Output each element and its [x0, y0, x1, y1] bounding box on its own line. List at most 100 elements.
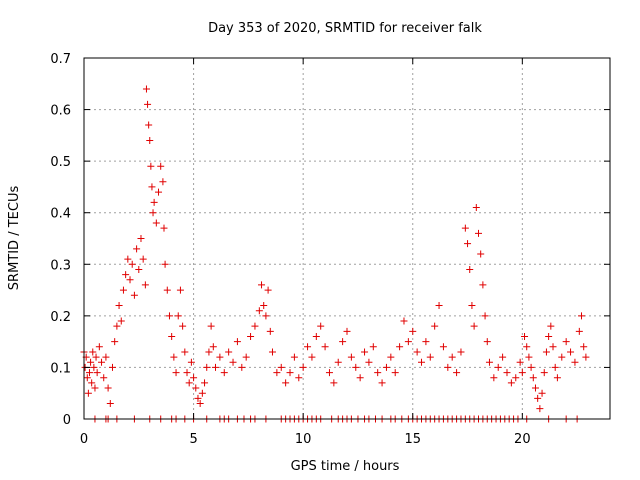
y-tick-label: 0.6: [50, 104, 71, 119]
data-point: [95, 343, 103, 351]
data-point: [400, 317, 408, 325]
data-point: [382, 363, 390, 371]
data-point: [308, 353, 316, 361]
data-point: [207, 322, 215, 330]
y-tick-label: 0.3: [50, 258, 71, 273]
data-point: [220, 369, 228, 377]
y-tick-label: 0.5: [50, 155, 71, 170]
data-point: [361, 348, 369, 356]
data-point: [404, 338, 412, 346]
data-point: [461, 224, 469, 232]
data-point: [130, 291, 138, 299]
data-point: [413, 348, 421, 356]
data-point: [242, 353, 250, 361]
data-point: [205, 348, 213, 356]
data-point: [102, 353, 110, 361]
data-point: [135, 265, 143, 273]
data-point: [196, 400, 204, 408]
data-point: [266, 327, 274, 335]
data-point: [347, 353, 355, 361]
data-point: [562, 338, 570, 346]
data-point: [551, 363, 559, 371]
data-point: [525, 353, 533, 361]
data-point: [339, 338, 347, 346]
data-point: [374, 369, 382, 377]
data-point: [192, 384, 200, 392]
data-point: [187, 358, 195, 366]
data-point: [98, 358, 106, 366]
data-point: [435, 302, 443, 310]
data-point: [553, 374, 561, 382]
data-point: [209, 343, 217, 351]
data-point: [126, 276, 134, 284]
data-point: [503, 369, 511, 377]
data-point: [567, 348, 575, 356]
plot-frame: [83, 57, 611, 420]
data-point: [277, 363, 285, 371]
data-point: [391, 369, 399, 377]
data-point: [139, 255, 147, 263]
data-point: [507, 379, 515, 387]
data-point: [531, 384, 539, 392]
data-point: [190, 374, 198, 382]
data-point: [472, 204, 480, 212]
data-point: [203, 363, 211, 371]
data-point: [147, 162, 155, 170]
data-point: [262, 312, 270, 320]
data-point: [317, 322, 325, 330]
data-point: [518, 369, 526, 377]
x-axis-ticks: 0 5 10 15 20: [80, 58, 531, 447]
data-point: [172, 369, 180, 377]
data-point: [545, 332, 553, 340]
data-point: [527, 363, 535, 371]
data-point: [512, 374, 520, 382]
data-point: [529, 374, 537, 382]
data-point: [378, 379, 386, 387]
data-point: [464, 240, 472, 248]
data-point: [233, 338, 241, 346]
data-point: [146, 137, 154, 145]
data-point: [330, 379, 338, 387]
data-point: [165, 312, 173, 320]
x-tick-label: 10: [295, 432, 312, 447]
x-tick-label: 15: [404, 432, 421, 447]
data-point: [444, 363, 452, 371]
data-point: [142, 85, 150, 93]
data-point: [448, 353, 456, 361]
data-point: [352, 363, 360, 371]
data-point: [152, 219, 160, 227]
data-point: [268, 348, 276, 356]
data-point: [128, 260, 136, 268]
data-point: [549, 343, 557, 351]
data-point: [457, 348, 465, 356]
data-point: [516, 358, 524, 366]
data-point: [481, 312, 489, 320]
data-point: [176, 286, 184, 294]
data-point: [290, 353, 298, 361]
data-point: [499, 353, 507, 361]
data-point: [194, 394, 202, 402]
data-points: [80, 85, 590, 423]
data-point: [542, 348, 550, 356]
data-point: [540, 369, 548, 377]
data-point: [104, 384, 112, 392]
data-point: [422, 338, 430, 346]
x-tick-label: 20: [514, 432, 531, 447]
data-point: [111, 338, 119, 346]
data-point: [264, 286, 272, 294]
data-point: [161, 260, 169, 268]
data-point: [470, 322, 478, 330]
data-point: [168, 332, 176, 340]
data-point: [160, 224, 168, 232]
data-point: [418, 358, 426, 366]
data-point: [85, 369, 93, 377]
data-point: [87, 358, 95, 366]
data-point: [170, 353, 178, 361]
data-point: [295, 374, 303, 382]
x-tick-label: 5: [189, 432, 197, 447]
data-point: [247, 332, 255, 340]
data-point: [387, 353, 395, 361]
data-point: [571, 358, 579, 366]
data-point: [198, 389, 206, 397]
